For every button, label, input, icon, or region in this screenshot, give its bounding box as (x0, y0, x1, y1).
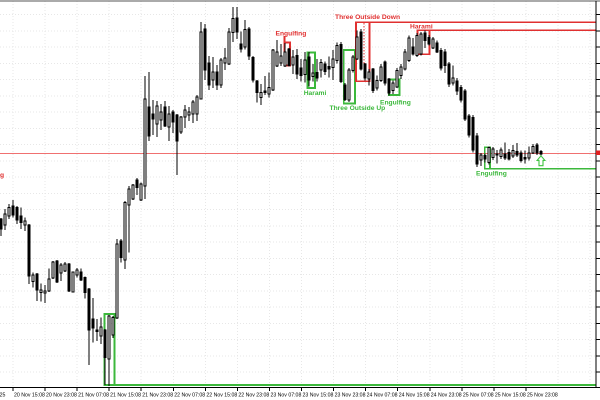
svg-text:21 Nov 15:08: 21 Nov 15:08 (110, 393, 141, 399)
svg-text:21 Nov 07:08: 21 Nov 07:08 (78, 393, 109, 399)
svg-text:Engulfing: Engulfing (476, 171, 507, 178)
svg-text:Engulfing: Engulfing (380, 99, 411, 106)
svg-text:2025: 2025 (0, 393, 5, 399)
svg-text:g: g (0, 172, 4, 179)
svg-text:21 Nov 23:08: 21 Nov 23:08 (142, 393, 173, 399)
svg-text:Harami: Harami (410, 23, 433, 30)
svg-text:24 Nov 23:08: 24 Nov 23:08 (431, 393, 462, 399)
svg-text:22 Nov 23:08: 22 Nov 23:08 (238, 393, 269, 399)
svg-text:Engulfing: Engulfing (276, 30, 307, 37)
svg-text:23 Nov 15:08: 23 Nov 15:08 (303, 393, 334, 399)
svg-text:Three Outside Down: Three Outside Down (335, 14, 400, 21)
svg-text:22 Nov 07:08: 22 Nov 07:08 (174, 393, 205, 399)
svg-text:20 Nov 15:08: 20 Nov 15:08 (14, 393, 45, 399)
svg-text:Three Outside Up: Three Outside Up (330, 105, 386, 112)
svg-text:20 Nov 23:08: 20 Nov 23:08 (46, 393, 77, 399)
svg-text:25 Nov 23:08: 25 Nov 23:08 (527, 393, 558, 399)
svg-text:Harami: Harami (304, 90, 327, 97)
svg-text:22 Nov 15:08: 22 Nov 15:08 (206, 393, 237, 399)
svg-text:23 Nov 07:08: 23 Nov 07:08 (270, 393, 301, 399)
svg-text:24 Nov 15:08: 24 Nov 15:08 (399, 393, 430, 399)
svg-text:25 Nov 07:08: 25 Nov 07:08 (463, 393, 494, 399)
svg-text:24 Nov 07:08: 24 Nov 07:08 (367, 393, 398, 399)
svg-text:23 Nov 23:08: 23 Nov 23:08 (335, 393, 366, 399)
svg-text:25 Nov 15:08: 25 Nov 15:08 (495, 393, 526, 399)
